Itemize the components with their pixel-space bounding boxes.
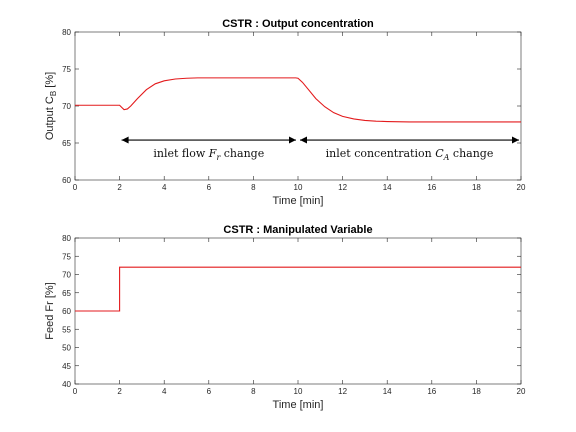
x-tick-label: 18: [472, 387, 481, 396]
y-tick-label: 50: [62, 344, 71, 353]
x-tick-label: 10: [294, 387, 303, 396]
x-tick-label: 8: [251, 183, 256, 192]
x-tick-label: 2: [117, 183, 122, 192]
x-axis-label: Time [min]: [273, 399, 324, 411]
y-tick-label: 40: [62, 380, 71, 389]
x-tick-label: 0: [73, 387, 78, 396]
y-tick-label: 65: [62, 139, 71, 148]
y-tick-label: 60: [62, 176, 71, 185]
y-tick-label: 70: [62, 271, 71, 280]
y-axis-label-main: Output C: [44, 96, 56, 140]
axis-ticks: 0 2 4 6 8 10 12 14 16 18 20 60 65 70 75 80: [62, 28, 526, 192]
y-tick-label: 75: [62, 65, 71, 74]
y-axis-label-unit: [%]: [44, 72, 56, 91]
x-tick-label: 4: [162, 183, 167, 192]
arrow-head-left: [121, 136, 129, 144]
y-tick-label: 80: [62, 234, 71, 243]
axis-ticks: 0 2 4 6 8 10 12 14 16 18 20 40 45 50 55 60 65 70 75 80: [62, 234, 526, 396]
arrow-head-left: [300, 136, 307, 144]
x-tick-label: 14: [383, 183, 392, 192]
y-tick-label: 70: [62, 102, 71, 111]
series-line: [75, 77, 521, 123]
series-layer: [75, 266, 521, 312]
chart-title: CSTR : Manipulated Variable: [223, 224, 372, 236]
x-tick-label: 10: [294, 183, 303, 192]
y-axis-label-subscript: B: [49, 91, 58, 96]
x-tick-label: 12: [338, 183, 347, 192]
plot-area: [74, 31, 522, 181]
x-tick-label: 6: [207, 183, 212, 192]
manipulated-variable-chart: CSTR : Manipulated Variable 0 2 4 6 8 10 12 14 1…: [44, 224, 526, 411]
annotation-text: inlet concentration: [326, 147, 436, 160]
annotation-text: inlet flow: [153, 147, 208, 160]
annotation-subscript: A: [443, 153, 450, 162]
x-tick-label: 12: [338, 387, 347, 396]
y-axis-label: Feed Fr [%]: [44, 282, 56, 339]
x-tick-label: 14: [383, 387, 392, 396]
x-tick-label: 8: [251, 387, 256, 396]
x-tick-label: 2: [117, 387, 122, 396]
y-axis-label: Output CB [%]: [44, 72, 58, 140]
annotations: inlet flow Fr change inlet concentration …: [121, 136, 519, 162]
output-concentration-chart: CSTR : Output concentration 0 2 4 6 8 10 12 14 1…: [44, 18, 526, 207]
annotation-label: inlet concentration CA change: [326, 147, 494, 162]
arrow-head-right: [289, 136, 296, 144]
x-tick-label: 20: [517, 387, 526, 396]
annotation-text: change: [449, 147, 493, 160]
y-tick-label: 65: [62, 289, 71, 298]
x-tick-label: 4: [162, 387, 167, 396]
x-tick-label: 16: [427, 387, 436, 396]
series-line: [75, 266, 521, 312]
annotation-text: change: [220, 147, 264, 160]
y-tick-label: 60: [62, 307, 71, 316]
annotation-symbol: F: [208, 147, 217, 160]
series-layer: [75, 77, 521, 123]
x-axis-label: Time [min]: [273, 195, 324, 207]
chart-title: CSTR : Output concentration: [222, 18, 374, 30]
x-tick-label: 16: [427, 183, 436, 192]
plot-area: [74, 237, 522, 385]
y-tick-label: 55: [62, 325, 71, 334]
y-tick-label: 80: [62, 28, 71, 37]
y-tick-label: 75: [62, 252, 71, 261]
x-tick-label: 0: [73, 183, 78, 192]
annotation-subscript: r: [216, 153, 221, 162]
x-tick-label: 6: [207, 387, 212, 396]
x-tick-label: 20: [517, 183, 526, 192]
annotation-label: inlet flow Fr change: [153, 147, 264, 162]
y-tick-label: 45: [62, 362, 71, 371]
annotation-symbol: C: [435, 147, 444, 160]
x-tick-label: 18: [472, 183, 481, 192]
arrow-head-right: [512, 136, 519, 144]
